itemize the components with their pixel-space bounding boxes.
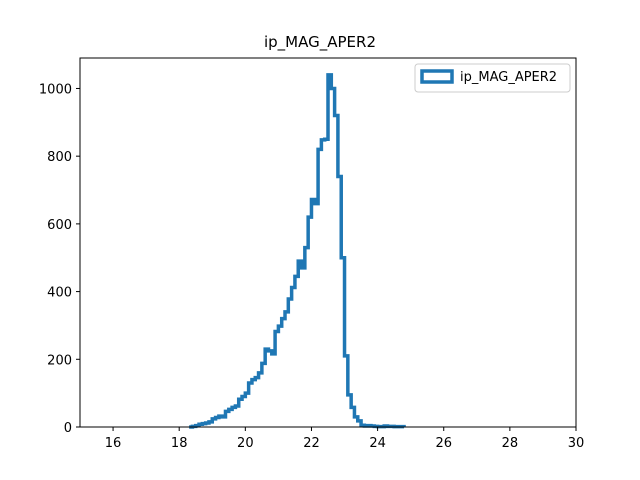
y-tick-label: 1000 [39, 82, 72, 97]
x-tick-label: 18 [171, 436, 188, 451]
y-tick-label: 0 [64, 421, 72, 436]
legend-swatch [420, 69, 454, 84]
x-tick-label: 22 [303, 436, 320, 451]
x-tick-label: 26 [435, 436, 452, 451]
x-tick-label: 16 [105, 436, 122, 451]
x-axis: 16 18 20 22 24 26 28 30 [105, 427, 584, 451]
y-tick-label: 200 [47, 353, 72, 368]
y-tick-label: 800 [47, 150, 72, 165]
histogram-series-0 [189, 73, 406, 429]
x-tick-label: 24 [369, 436, 386, 451]
legend-label: ip_MAG_APER2 [460, 70, 557, 85]
legend: ip_MAG_APER2 [414, 63, 571, 93]
x-tick-label: 28 [502, 436, 519, 451]
y-tick-label: 400 [47, 286, 72, 301]
y-axis: 0 200 400 600 800 1000 [39, 82, 80, 436]
plot-area [189, 73, 406, 429]
x-tick-label: 30 [568, 436, 585, 451]
x-tick-label: 20 [237, 436, 254, 451]
chart-title: ip_MAG_APER2 [264, 33, 376, 52]
axes-frame [79, 57, 577, 428]
y-tick-label: 600 [47, 218, 72, 233]
